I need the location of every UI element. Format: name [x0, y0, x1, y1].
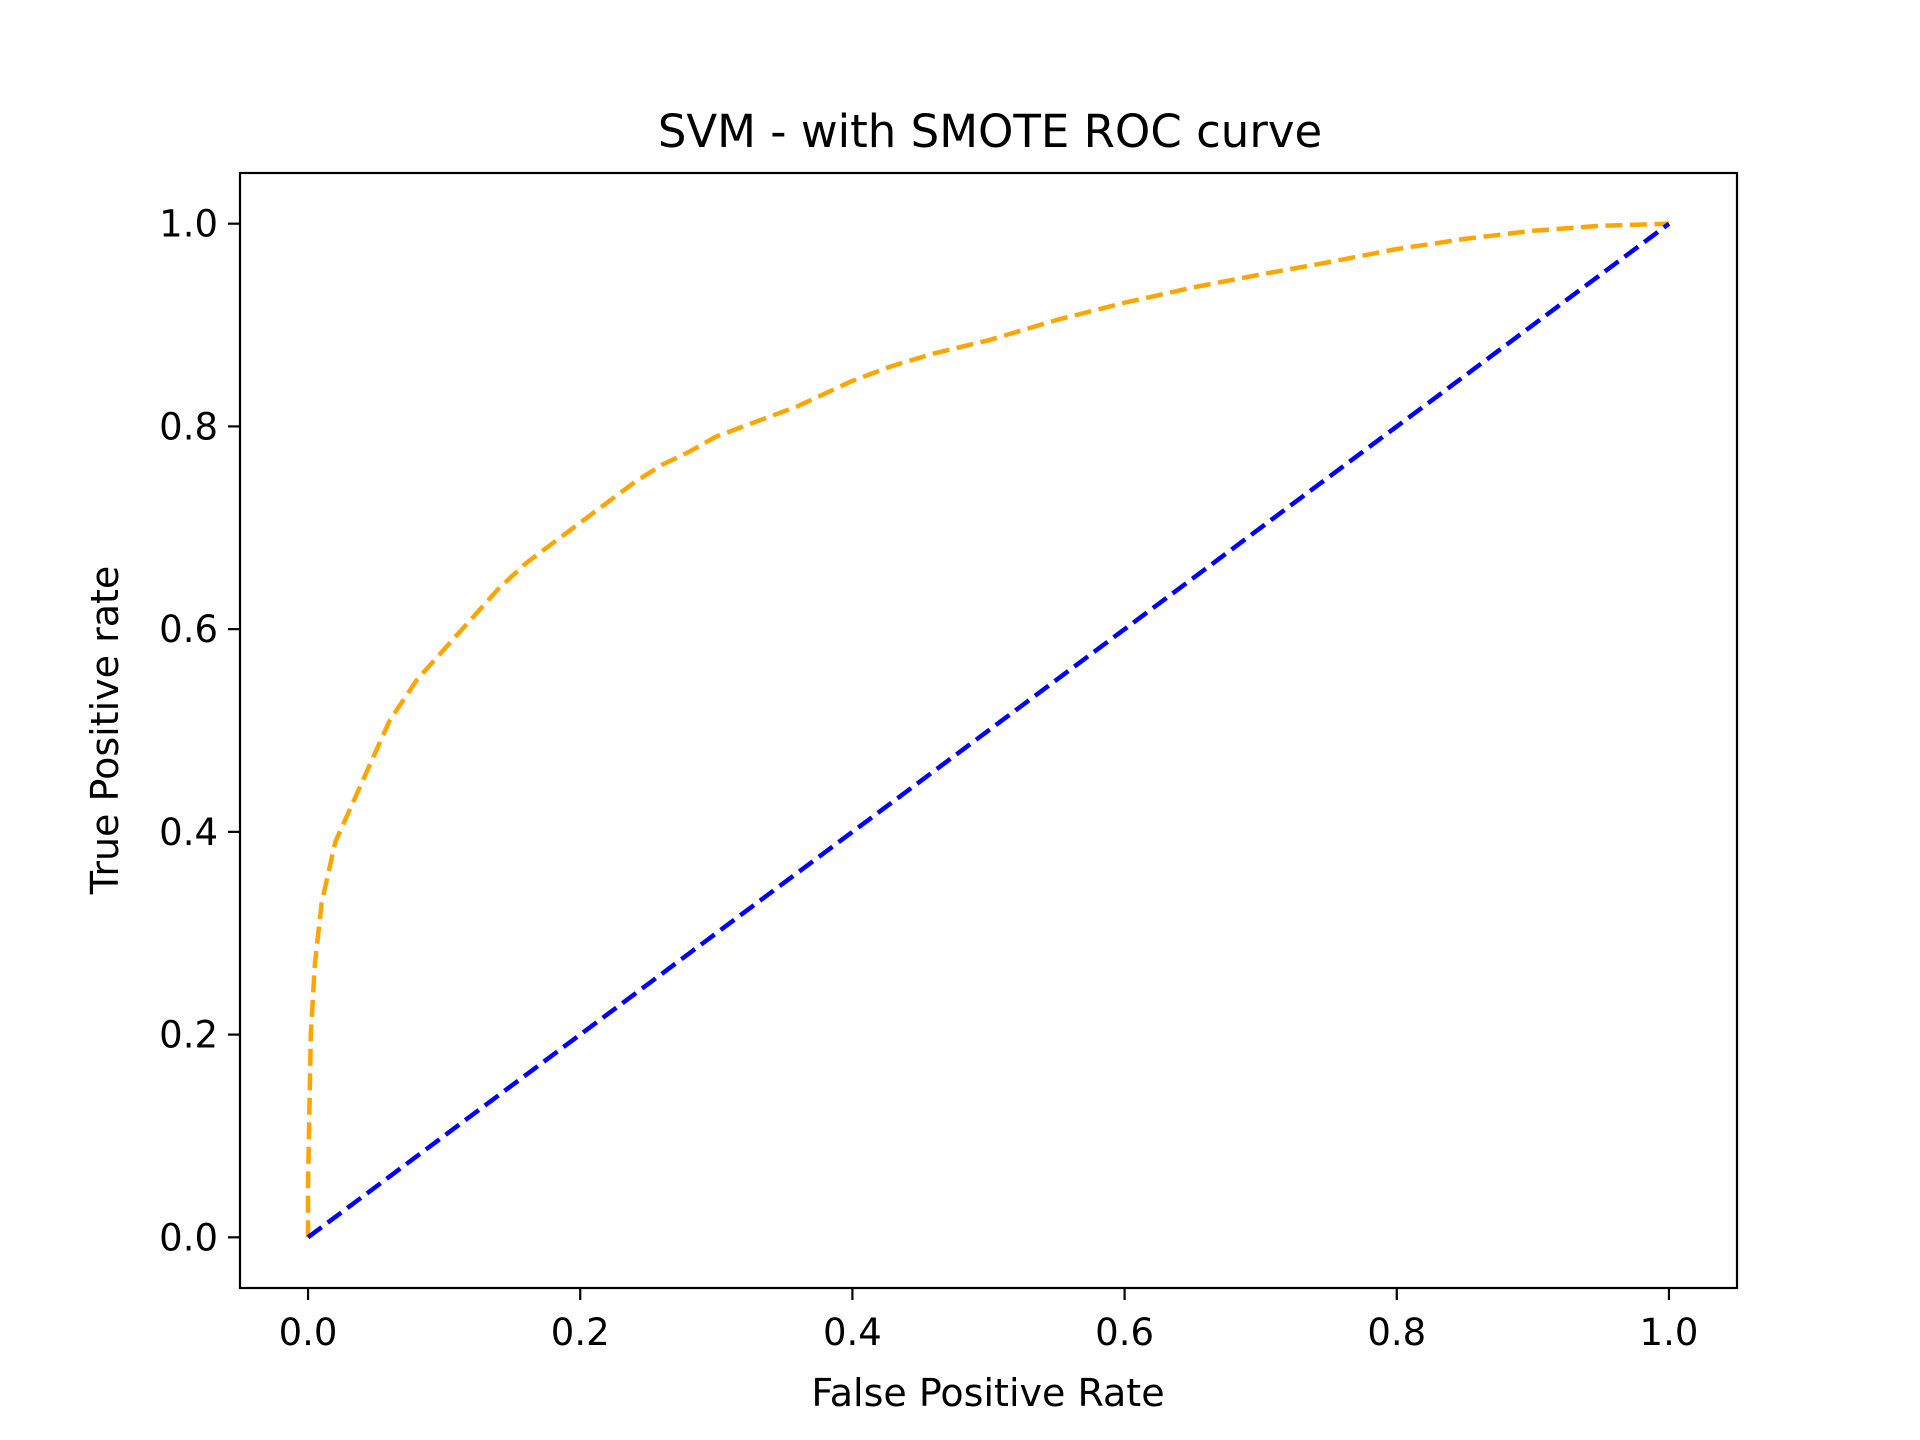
y-tick-label: 0.4	[159, 811, 218, 854]
y-tick-label: 1.0	[159, 203, 218, 246]
y-tick-label: 0.0	[159, 1216, 218, 1259]
x-axis-label: False Positive Rate	[811, 1371, 1164, 1415]
y-axis-label: True Positive rate	[83, 566, 127, 896]
series-line-1	[305, 221, 1670, 1238]
y-axis-ticks: 0.0 0.2 0.4 0.6 0.8 1.0	[159, 203, 240, 1259]
x-axis-ticks: 0.0 0.2 0.4 0.6 0.8 1.0	[279, 1288, 1699, 1354]
y-tick-label: 0.2	[159, 1014, 218, 1057]
x-tick-label: 0.0	[279, 1311, 338, 1354]
x-tick-label: 0.4	[823, 1311, 882, 1354]
x-tick-label: 0.2	[551, 1311, 610, 1354]
plot-frame	[238, 171, 1739, 1290]
y-tick-label: 0.6	[159, 608, 218, 651]
series-layer	[305, 221, 1671, 1240]
series-line-2	[306, 221, 1671, 1240]
y-tick-label: 0.8	[159, 405, 218, 448]
x-tick-label: 0.8	[1367, 1311, 1426, 1354]
x-tick-label: 0.6	[1095, 1311, 1154, 1354]
x-tick-label: 1.0	[1640, 1311, 1699, 1354]
chart-title: SVM - with SMOTE ROC curve	[658, 105, 1322, 158]
